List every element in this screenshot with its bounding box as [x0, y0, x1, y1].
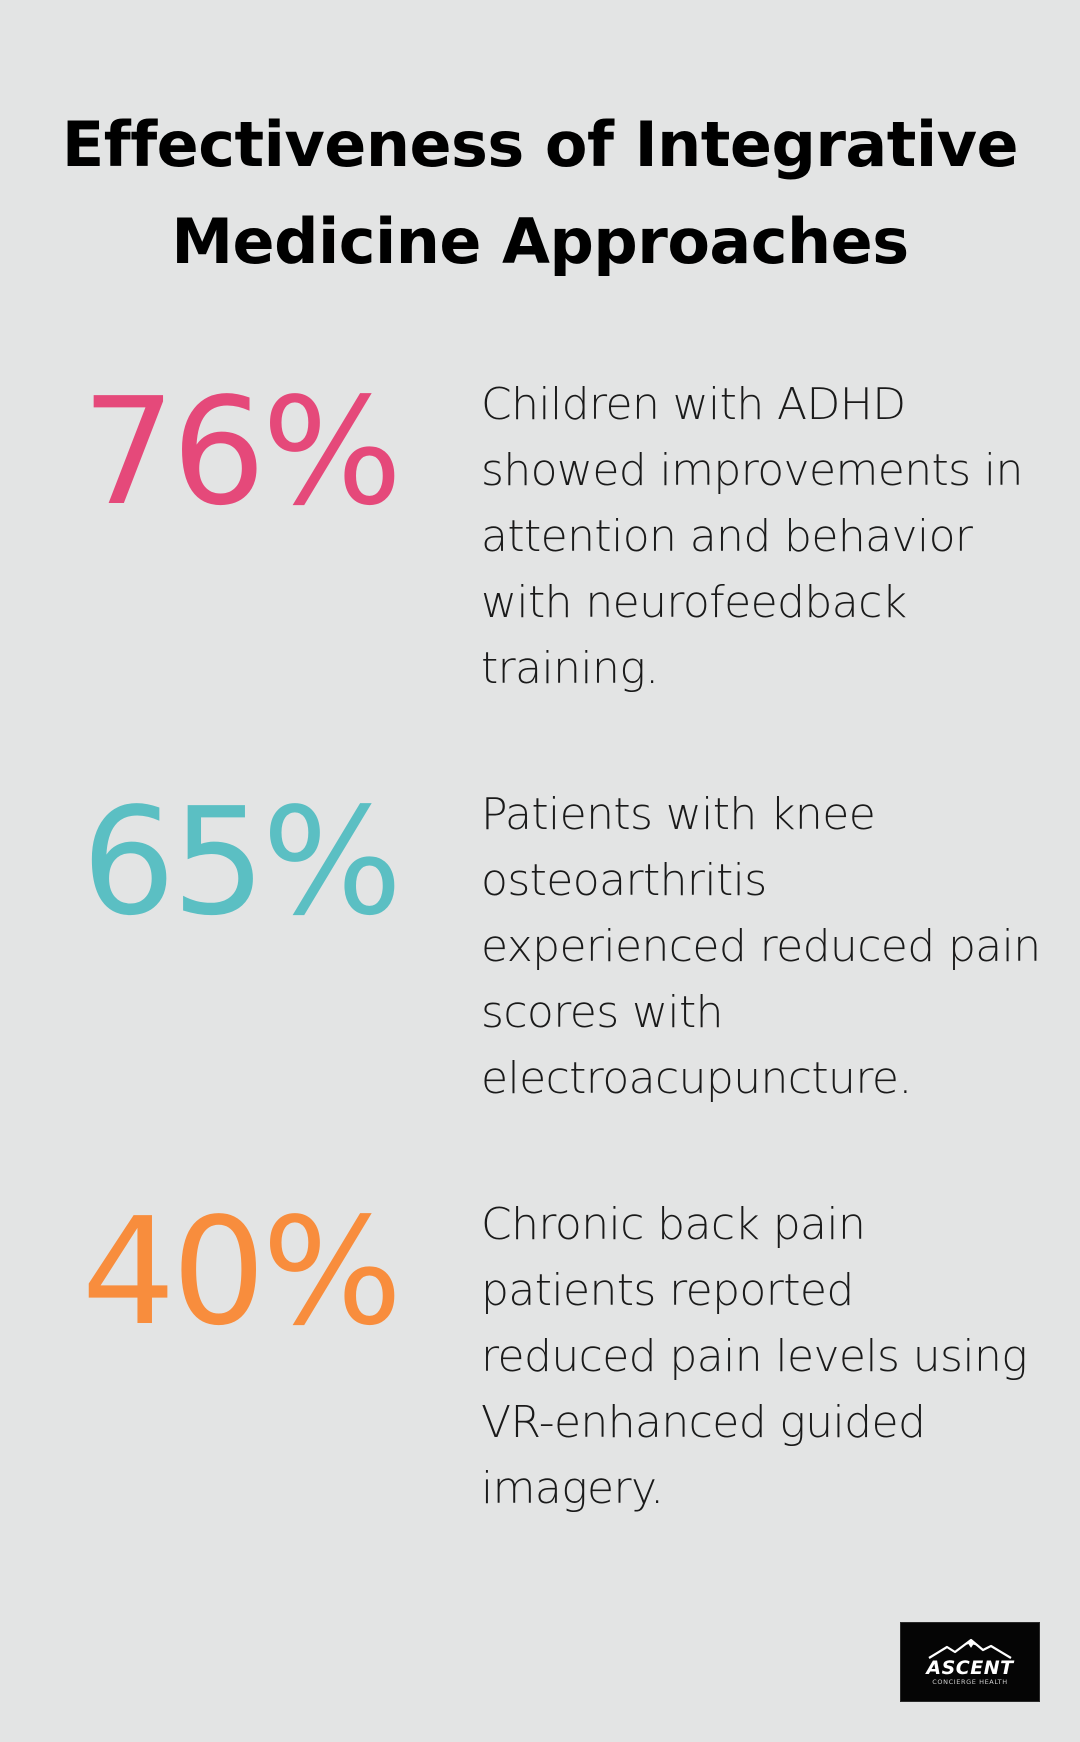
page-title: Effectiveness of Integrative Medicine Ap…: [61, 108, 1019, 278]
stat-description: Chronic back pain patients reported redu…: [481, 1199, 1028, 1514]
stat-value: 76%: [81, 366, 403, 538]
stat-description: Children with ADHD showed improvements i…: [481, 379, 1023, 694]
logo-wordmark: ASCENT: [926, 1656, 1014, 1679]
mountain-icon: [928, 1638, 1012, 1659]
stat-value: 40%: [81, 1186, 403, 1358]
logo-tagline: CONCIERGE HEALTH: [932, 1677, 1008, 1686]
stat-description: Patients with knee osteoarthritis experi…: [481, 789, 1041, 1104]
stat-value: 65%: [81, 776, 403, 948]
brand-logo: ASCENT CONCIERGE HEALTH: [900, 1622, 1040, 1702]
